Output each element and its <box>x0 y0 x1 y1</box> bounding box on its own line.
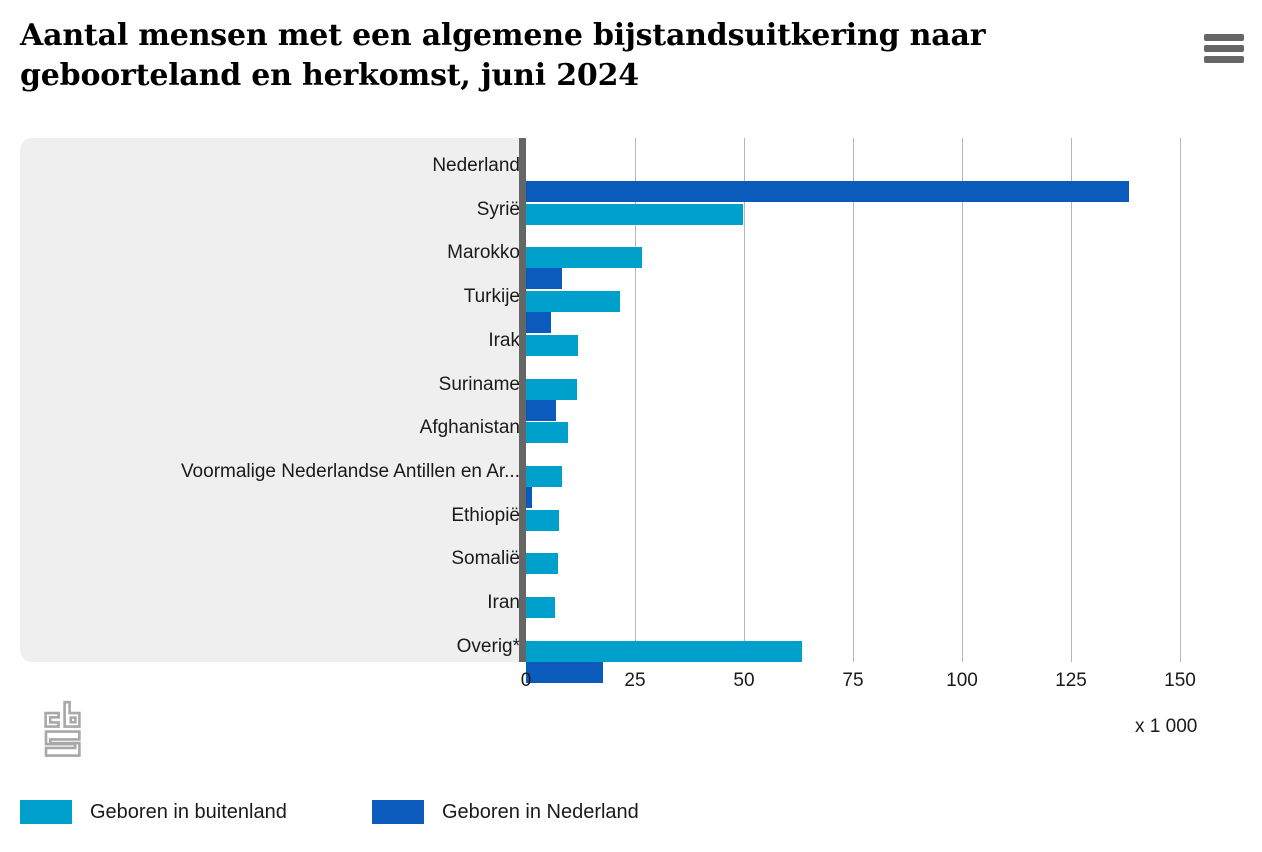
category-label: Suriname <box>438 373 520 395</box>
hamburger-menu-icon[interactable] <box>1204 32 1244 64</box>
bar[interactable] <box>526 378 577 400</box>
page-title: Aantal mensen met een algemene bijstands… <box>20 18 986 93</box>
legend-item-label: Geboren in buitenland <box>90 800 287 823</box>
bar[interactable] <box>526 465 563 487</box>
bar[interactable] <box>526 486 532 508</box>
bar[interactable] <box>526 640 802 662</box>
x-tick-label: 75 <box>842 670 864 691</box>
gridline-150 <box>1180 138 1181 662</box>
x-axis-ticks: 0 25 50 75 100 125 150 <box>521 670 1226 710</box>
legend-swatch-icon <box>372 800 424 824</box>
x-tick-label: 100 <box>946 670 978 691</box>
category-label: Voormalige Nederlandse Antillen en Ar... <box>180 460 520 482</box>
legend-swatch-icon <box>20 800 72 824</box>
bar[interactable] <box>526 661 604 683</box>
category-label: Overig* <box>456 635 520 657</box>
bar-chart: Nederland Syrië Marokko Turkije Irak Suriname… <box>0 130 1262 780</box>
category-label: Turkije <box>463 286 520 308</box>
plot-area <box>526 138 1226 683</box>
bar[interactable] <box>526 509 559 531</box>
gridline-25 <box>635 138 636 662</box>
category-labels: Nederland Syrië Marokko Turkije Irak Suriname… <box>20 138 520 662</box>
legend-item-geboren-in-nederland[interactable]: Geboren in Nederland <box>372 798 639 826</box>
chart-legend: Geboren in buitenland Geboren in Nederla… <box>0 780 1262 852</box>
bar[interactable] <box>526 422 568 444</box>
gridline-125 <box>1071 138 1072 662</box>
axis-unit-label: x 1 000 <box>1135 716 1198 737</box>
hamburger-bar-1 <box>1204 34 1244 41</box>
x-tick-label: 125 <box>1055 670 1087 691</box>
x-tick-label: 0 <box>520 670 532 691</box>
category-label-panel <box>20 138 526 662</box>
hamburger-bar-2 <box>1204 45 1244 52</box>
hamburger-bar-3 <box>1204 56 1244 63</box>
cbs-logo <box>42 700 84 758</box>
bar[interactable] <box>526 312 551 334</box>
bar[interactable] <box>526 247 642 269</box>
bar[interactable] <box>526 553 558 575</box>
category-label: Afghanistan <box>419 417 520 439</box>
legend-item-label: Geboren in Nederland <box>442 800 639 823</box>
category-label: Marokko <box>447 242 520 264</box>
bar[interactable] <box>526 181 1129 202</box>
bar[interactable] <box>526 203 744 225</box>
category-label: Nederland <box>432 155 520 176</box>
category-label: Iran <box>487 592 520 613</box>
x-tick-label: 50 <box>733 670 755 691</box>
bar[interactable] <box>526 268 563 290</box>
chart-header: Aantal mensen met een algemene bijstands… <box>0 0 1262 130</box>
gridline-50 <box>744 138 745 662</box>
bar[interactable] <box>526 597 556 618</box>
legend-item-geboren-in-buitenland[interactable]: Geboren in buitenland <box>20 798 287 826</box>
bar[interactable] <box>526 399 557 421</box>
category-label: Somalië <box>451 548 520 570</box>
gridline-75 <box>853 138 854 662</box>
x-tick-label: 150 <box>1164 670 1196 691</box>
bar[interactable] <box>526 334 579 356</box>
bar[interactable] <box>526 291 620 313</box>
category-label: Irak <box>488 329 520 351</box>
category-label: Syrië <box>476 198 520 220</box>
category-label: Ethiopië <box>451 504 520 526</box>
x-tick-label: 25 <box>624 670 646 691</box>
gridline-100 <box>962 138 963 662</box>
y-axis-line <box>519 138 526 662</box>
